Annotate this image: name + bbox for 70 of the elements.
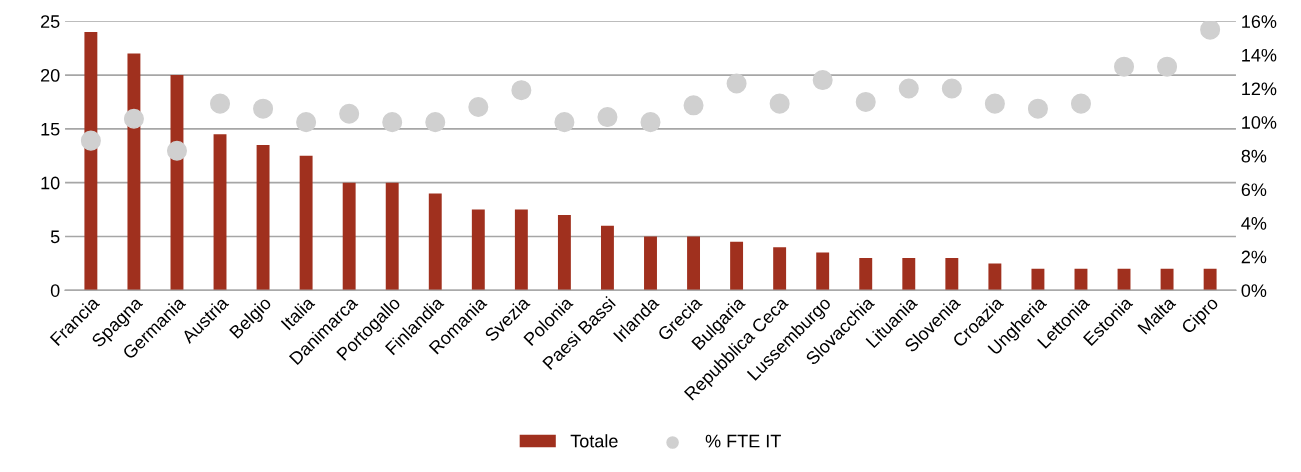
point xyxy=(726,73,747,94)
point xyxy=(1157,56,1178,77)
bar xyxy=(1074,268,1088,291)
bar xyxy=(1117,268,1131,291)
point xyxy=(123,108,144,129)
point xyxy=(554,112,575,133)
bar xyxy=(84,32,98,291)
bar xyxy=(514,209,528,291)
y-tick-label: 15 xyxy=(41,122,60,136)
bar xyxy=(428,193,442,291)
point xyxy=(425,112,446,133)
point xyxy=(339,103,360,124)
point xyxy=(80,130,101,151)
bar xyxy=(859,258,873,291)
bar xyxy=(1031,268,1045,291)
point xyxy=(640,112,661,133)
point xyxy=(166,140,187,161)
point xyxy=(1114,56,1135,77)
point xyxy=(898,78,919,99)
bar xyxy=(213,134,227,291)
y2-tick-label: 2% xyxy=(1241,250,1267,264)
point xyxy=(769,93,790,114)
point xyxy=(1200,21,1221,40)
bar xyxy=(471,209,485,291)
bar xyxy=(687,236,700,291)
bar xyxy=(644,236,657,291)
point xyxy=(683,95,704,116)
y2-tick-label: 16% xyxy=(1242,15,1277,28)
point xyxy=(210,93,231,114)
point xyxy=(1070,93,1091,114)
bar xyxy=(299,155,313,291)
y2-tick-label: 8% xyxy=(1241,149,1267,163)
point xyxy=(597,107,618,128)
bar xyxy=(1160,268,1174,291)
point xyxy=(984,93,1005,114)
y-tick-label: 5 xyxy=(50,230,60,244)
legend-label: Totale xyxy=(570,434,618,448)
point xyxy=(1027,98,1048,119)
bar xyxy=(385,182,399,291)
bar xyxy=(557,214,571,291)
bar xyxy=(1203,268,1217,291)
y2-tick-label: 10% xyxy=(1242,116,1277,129)
bar xyxy=(127,53,141,291)
bar xyxy=(730,241,744,291)
point xyxy=(855,91,876,112)
bar xyxy=(342,182,356,291)
bar xyxy=(988,263,1002,291)
y2-tick-label: 0% xyxy=(1241,284,1267,297)
bar xyxy=(773,247,787,291)
bar xyxy=(902,258,916,291)
bar xyxy=(945,258,959,291)
y2-tick-label: 12% xyxy=(1242,82,1277,96)
point xyxy=(468,96,489,118)
y-tick-label: 20 xyxy=(41,68,60,82)
point xyxy=(812,70,833,91)
bar xyxy=(256,145,270,291)
y2-tick-label: 14% xyxy=(1242,48,1277,62)
y2-tick-label: 4% xyxy=(1241,217,1267,230)
point xyxy=(296,112,317,133)
y-tick-label: 10 xyxy=(41,176,60,190)
point xyxy=(511,80,532,101)
y-tick-label: 25 xyxy=(41,15,60,28)
point xyxy=(941,78,962,99)
point xyxy=(253,98,274,119)
point xyxy=(382,112,403,133)
legend-label: % FTE IT xyxy=(705,434,781,448)
bar xyxy=(601,225,614,291)
bar xyxy=(816,252,830,291)
y2-tick-label: 6% xyxy=(1241,183,1267,197)
y-tick-label: 0 xyxy=(50,284,60,297)
